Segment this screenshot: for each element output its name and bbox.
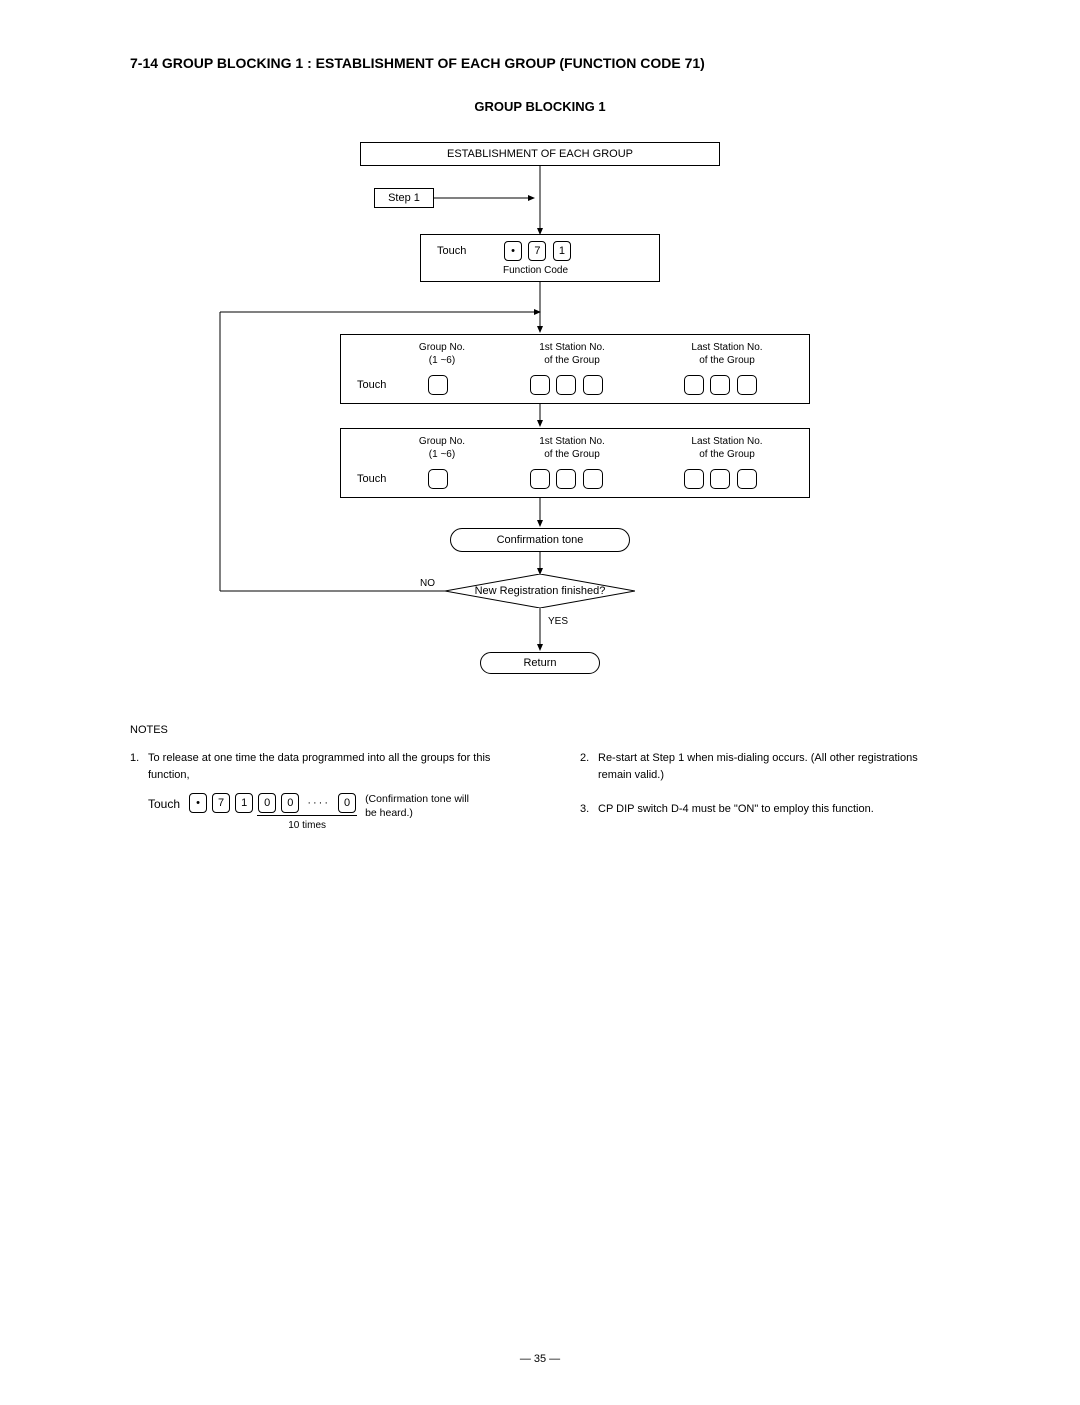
key-blank: [583, 469, 603, 489]
key-blank: [428, 375, 448, 395]
page: 7-14 GROUP BLOCKING 1 : ESTABLISHMENT OF…: [0, 0, 1080, 1405]
note-2: 2. Re-start at Step 1 when mis-dialing o…: [580, 750, 950, 783]
diagram-title: GROUP BLOCKING 1: [130, 99, 950, 114]
return-label: Return: [523, 657, 556, 669]
notes-right-col: 2. Re-start at Step 1 when mis-dialing o…: [580, 750, 950, 833]
note-3-num: 3.: [580, 801, 598, 818]
flow-connectors: [160, 134, 920, 694]
function-code-sub: Function Code: [503, 265, 568, 276]
key-blank: [530, 469, 550, 489]
dots: ····: [303, 795, 334, 812]
step1-box: Step 1: [374, 188, 434, 208]
note-1-zero-group: 0 0 ···· 0 10 times: [257, 793, 357, 833]
no-label: NO: [420, 578, 435, 589]
touch-label-1: Touch: [437, 245, 466, 257]
first-station-keys-a: [529, 375, 604, 395]
note-2-text: Re-start at Step 1 when mis-dialing occu…: [598, 750, 950, 783]
note-1-touch-line: Touch • 7 1 0 0 ···· 0: [148, 793, 500, 833]
key-blank: [428, 469, 448, 489]
touch-box-group-b: Touch Group No. (1 ~6) 1st Station No. o…: [340, 428, 810, 498]
confirmation-tone-pill: Confirmation tone: [450, 528, 630, 552]
diagram: ESTABLISHMENT OF EACH GROUP Step 1 Touch…: [160, 134, 920, 694]
group-no-key-a: [427, 375, 449, 395]
key-blank: [737, 375, 757, 395]
key-7: 7: [212, 793, 230, 813]
key-blank: [684, 469, 704, 489]
notes-columns: 1. To release at one time the data progr…: [130, 750, 950, 833]
key-1: 1: [235, 793, 253, 813]
key-blank: [710, 469, 730, 489]
note-2-num: 2.: [580, 750, 598, 783]
last-station-keys-a: [683, 375, 758, 395]
key-blank: [583, 375, 603, 395]
ten-times-label: 10 times: [257, 815, 357, 833]
first-station-label-b: 1st Station No. of the Group: [517, 435, 627, 461]
note-3-text: CP DIP switch D-4 must be "ON" to employ…: [598, 801, 874, 818]
note-1-touch-label: Touch: [148, 793, 180, 813]
note-3: 3. CP DIP switch D-4 must be "ON" to emp…: [580, 801, 950, 818]
group-no-label-a: Group No. (1 ~6): [407, 341, 477, 367]
touch-box-function-code: Touch • 7 1 Function Code: [420, 234, 660, 282]
note-1: 1. To release at one time the data progr…: [130, 750, 500, 783]
first-station-label-a: 1st Station No. of the Group: [517, 341, 627, 367]
decision-label: New Registration finished?: [445, 574, 635, 608]
last-station-label-b: Last Station No. of the Group: [667, 435, 787, 461]
establishment-label: ESTABLISHMENT OF EACH GROUP: [447, 148, 633, 160]
key-dot: •: [189, 793, 207, 813]
return-pill: Return: [480, 652, 600, 674]
touch-label-a: Touch: [357, 379, 386, 391]
key-blank: [710, 375, 730, 395]
confirmation-tone-label: Confirmation tone: [497, 534, 584, 546]
key-blank: [556, 469, 576, 489]
yes-label: YES: [548, 616, 568, 627]
group-no-key-b: [427, 469, 449, 489]
note-1-keys: • 7 1 0 0 ···· 0 10 times: [188, 797, 357, 809]
key-7: 7: [528, 241, 546, 261]
key-blank: [530, 375, 550, 395]
step1-label: Step 1: [388, 192, 420, 204]
decision-diamond: New Registration finished?: [445, 574, 635, 608]
note-1-text: To release at one time the data programm…: [148, 750, 500, 783]
key-1: 1: [553, 241, 571, 261]
key-blank: [684, 375, 704, 395]
note-1-num: 1.: [130, 750, 148, 783]
key-blank: [737, 469, 757, 489]
note-1-confirmation: (Confirmation tone will be heard.): [365, 793, 475, 820]
last-station-keys-b: [683, 469, 758, 489]
section-title: 7-14 GROUP BLOCKING 1 : ESTABLISHMENT OF…: [130, 55, 950, 71]
last-station-label-a: Last Station No. of the Group: [667, 341, 787, 367]
key-0: 0: [281, 793, 299, 813]
establishment-box: ESTABLISHMENT OF EACH GROUP: [360, 142, 720, 166]
key-0: 0: [338, 793, 356, 813]
key-0: 0: [258, 793, 276, 813]
note-1-keys-wrap: • 7 1 0 0 ···· 0 10 times: [188, 793, 357, 833]
function-code-keys: • 7 1: [503, 241, 572, 261]
touch-box-group-a: Touch Group No. (1 ~6) 1st Station No. o…: [340, 334, 810, 404]
notes-heading: NOTES: [130, 724, 950, 736]
touch-label-b: Touch: [357, 473, 386, 485]
notes-left-col: 1. To release at one time the data progr…: [130, 750, 500, 833]
key-blank: [556, 375, 576, 395]
first-station-keys-b: [529, 469, 604, 489]
page-number: — 35 —: [130, 1353, 950, 1365]
key-dot: •: [504, 241, 522, 261]
group-no-label-b: Group No. (1 ~6): [407, 435, 477, 461]
